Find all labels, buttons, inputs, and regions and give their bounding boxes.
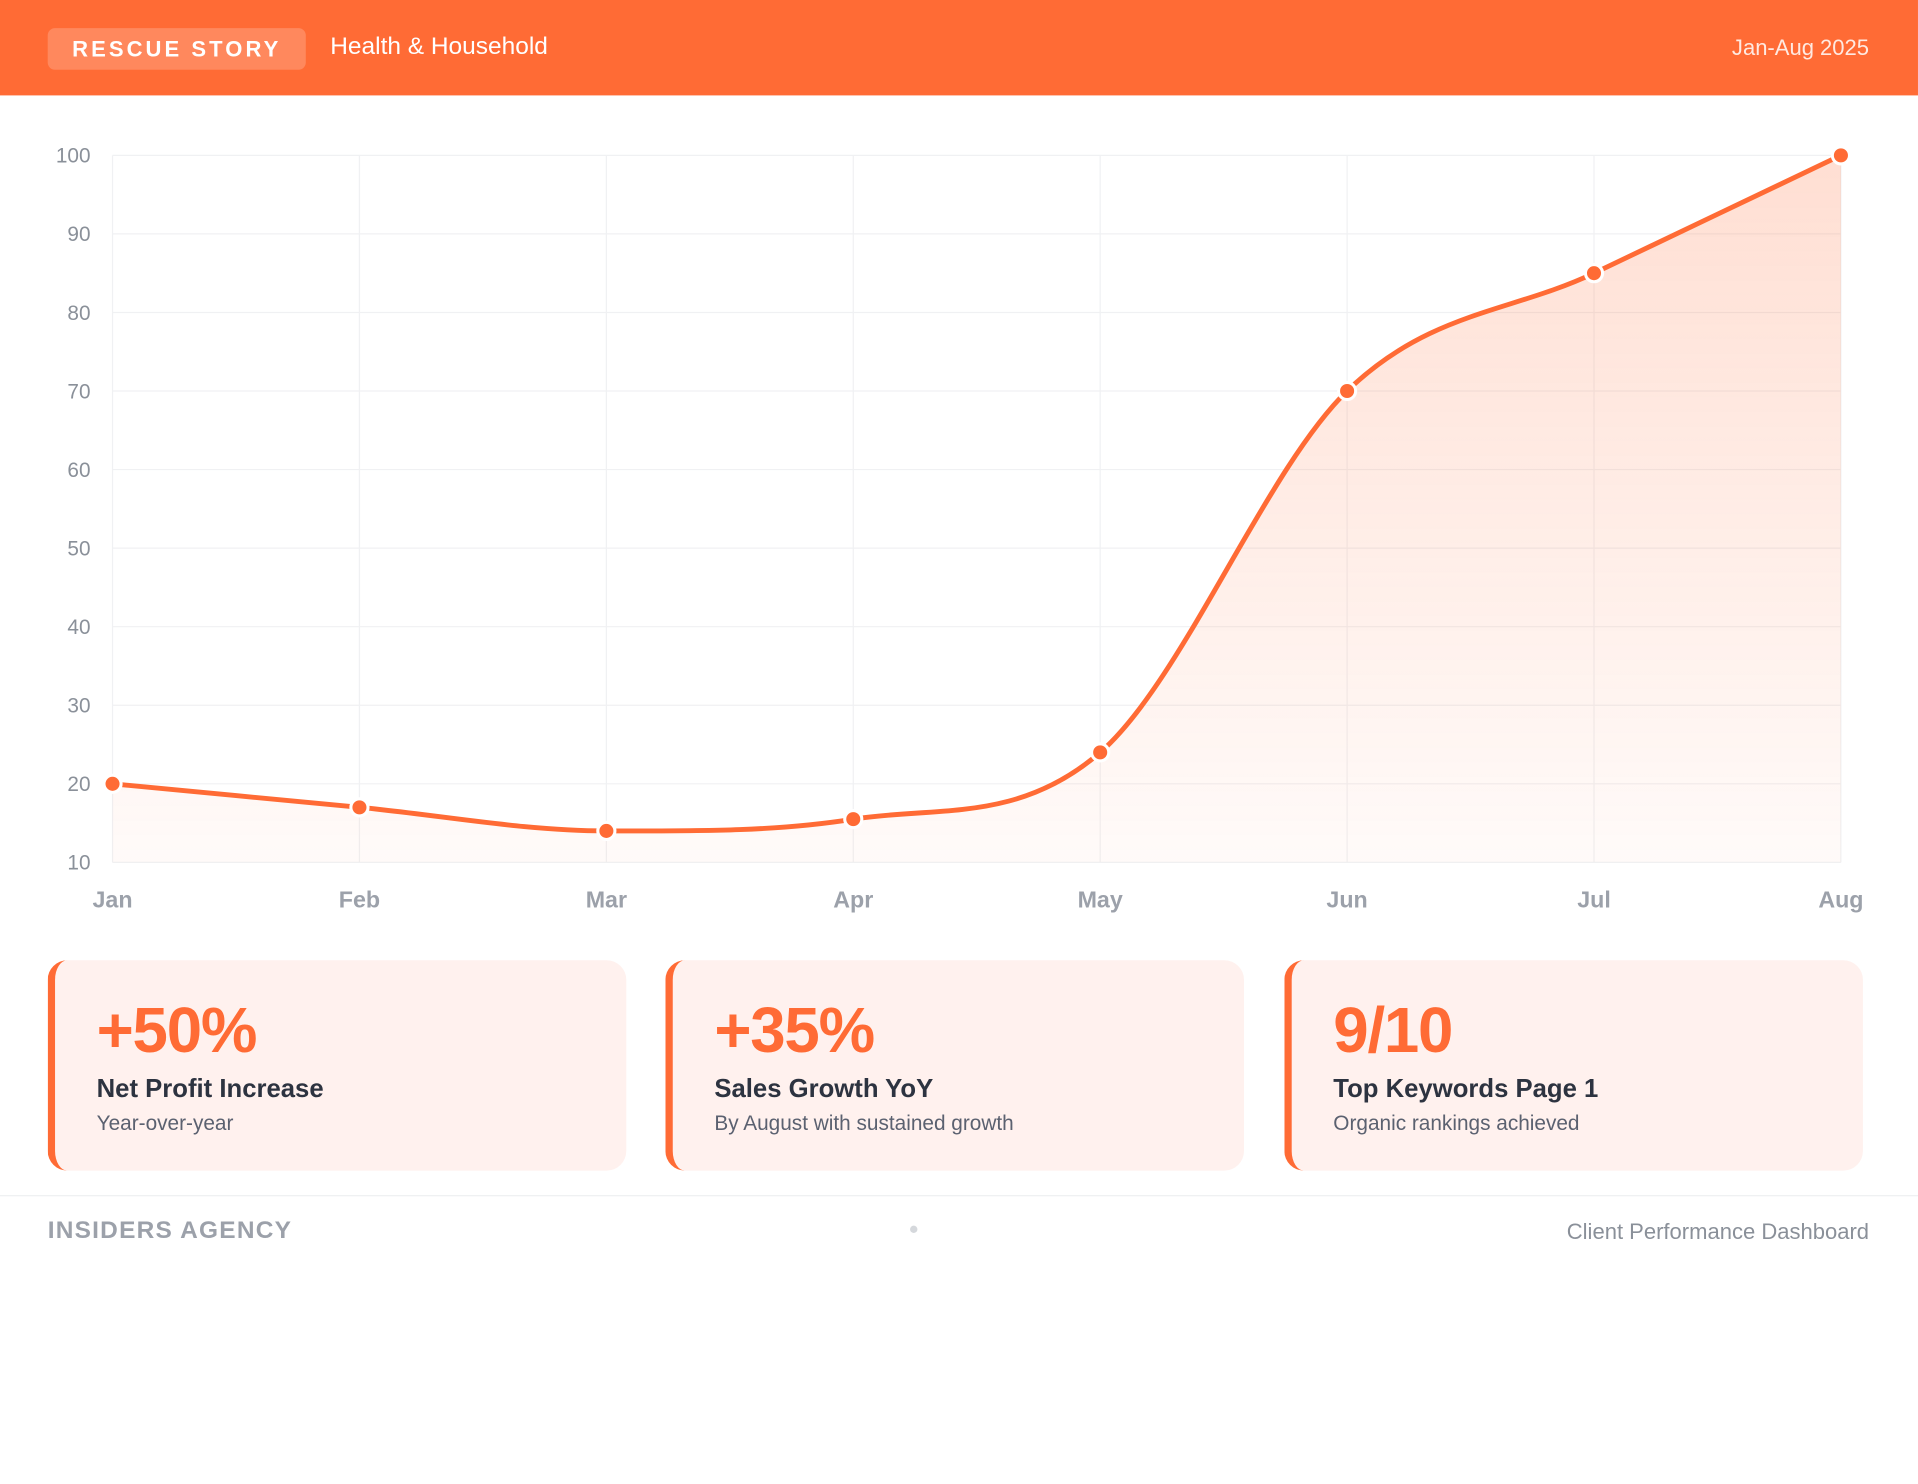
x-tick-label: Jan [93,887,133,913]
stat-subtitle: Organic rankings achieved [1333,1111,1580,1136]
data-point [1583,263,1605,284]
category-title: Health & Household [330,33,548,60]
rescue-story-badge: RESCUE STORY [47,28,306,70]
y-tick-label: 30 [67,695,90,718]
stat-title: Net Profit Increase [96,1075,324,1104]
footer-label: Client Performance Dashboard [1566,1219,1870,1244]
area-fill [112,155,1841,863]
x-tick-label: Apr [833,887,873,913]
x-tick-label: May [1078,887,1123,913]
separator-dot [910,1225,918,1233]
y-tick-label: 20 [67,773,90,796]
stat-value: 9/10 [1333,995,1453,1067]
agency-brand: INSIDERS AGENCY [47,1217,293,1244]
date-range: Jan-Aug 2025 [1731,35,1870,60]
header-bar: RESCUE STORY Health & Household Jan-Aug … [0,0,1918,96]
performance-line-chart: 100 90 80 70 60 50 40 30 20 10 Jan Feb Mar Apr May Jun… [56,145,1864,913]
y-tick-label: 40 [67,616,90,639]
series-line [112,153,1842,834]
y-tick-label: 80 [67,302,90,325]
stat-subtitle: Year-over-year [96,1111,234,1136]
data-point [1090,742,1111,763]
stat-card-net-profit: +50% Net Profit Increase Year-over-year [47,960,627,1171]
data-point [349,797,370,818]
stat-title: Sales Growth YoY [714,1075,934,1104]
y-tick-label: 10 [67,852,90,875]
x-tick-label: Jul [1577,887,1611,913]
data-point [102,773,123,794]
footer-divider [0,1195,1918,1197]
y-tick-label: 70 [67,380,90,403]
stat-subtitle: By August with sustained growth [714,1111,1014,1136]
y-tick-label: 50 [67,537,90,560]
x-tick-label: Jun [1326,887,1367,913]
data-point [1337,380,1358,402]
stat-value: +50% [96,995,258,1067]
y-tick-label: 90 [67,223,90,246]
stat-card-sales-growth: +35% Sales Growth YoY By August with sus… [665,960,1244,1171]
y-tick-label: 100 [56,145,91,168]
y-tick-label: 60 [67,459,90,482]
x-tick-label: Feb [339,887,380,913]
stat-value: +35% [714,995,875,1067]
x-tick-label: Aug [1818,887,1863,913]
x-tick-label: Mar [586,887,627,913]
data-point [1830,145,1852,166]
stat-title: Top Keywords Page 1 [1333,1075,1599,1104]
data-point [843,809,864,830]
data-point [596,820,617,842]
stat-card-keywords: 9/10 Top Keywords Page 1 Organic ranking… [1284,960,1863,1171]
